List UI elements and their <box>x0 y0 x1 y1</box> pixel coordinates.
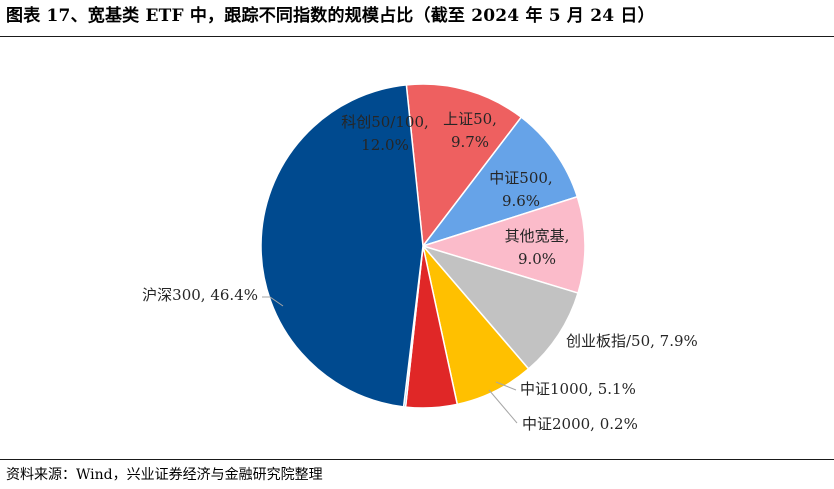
leader-line-沪深300 <box>262 296 284 307</box>
data-label-中证1000: 中证1000, 5.1% <box>520 380 636 398</box>
data-label-创业板指/50: 创业板指/50, 7.9% <box>566 332 698 350</box>
data-labels: 科创50/100, 12.0% 上证50, 9.7% 中证500, 9.6% 其他宽基, 9.… <box>142 110 698 433</box>
pie-slice-科创50/100 <box>405 83 523 247</box>
data-label-其他宽基: 其他宽基, 9.0% <box>505 227 570 268</box>
pie-slice-沪深300 <box>260 84 424 408</box>
leader-line-中证1000 <box>495 381 517 391</box>
pie-slice-上证50 <box>422 116 579 247</box>
chart-title: 图表 17、宽基类 ETF 中，跟踪不同指数的规模占比（截至 2024 年 5 … <box>6 6 655 26</box>
bottom-rule <box>0 459 834 460</box>
pie-slice-中证500 <box>422 195 586 294</box>
data-label-科创50/100: 科创50/100, 12.0% <box>341 113 429 154</box>
data-label-中证500: 中证500, 9.6% <box>489 169 552 210</box>
leader-line-中证2000 <box>488 389 518 424</box>
pie-slices <box>260 83 586 409</box>
data-label-中证2000: 中证2000, 0.2% <box>522 415 638 433</box>
pie-slice-其他宽基 <box>422 245 579 370</box>
data-label-上证50: 上证50, 9.7% <box>443 110 497 151</box>
data-label-沪深300: 沪深300, 46.4% <box>142 286 258 304</box>
source-note: 资料来源：Wind，兴业证券经济与金融研究院整理 <box>6 467 323 483</box>
leader-lines <box>262 296 518 424</box>
top-rule <box>0 36 834 37</box>
